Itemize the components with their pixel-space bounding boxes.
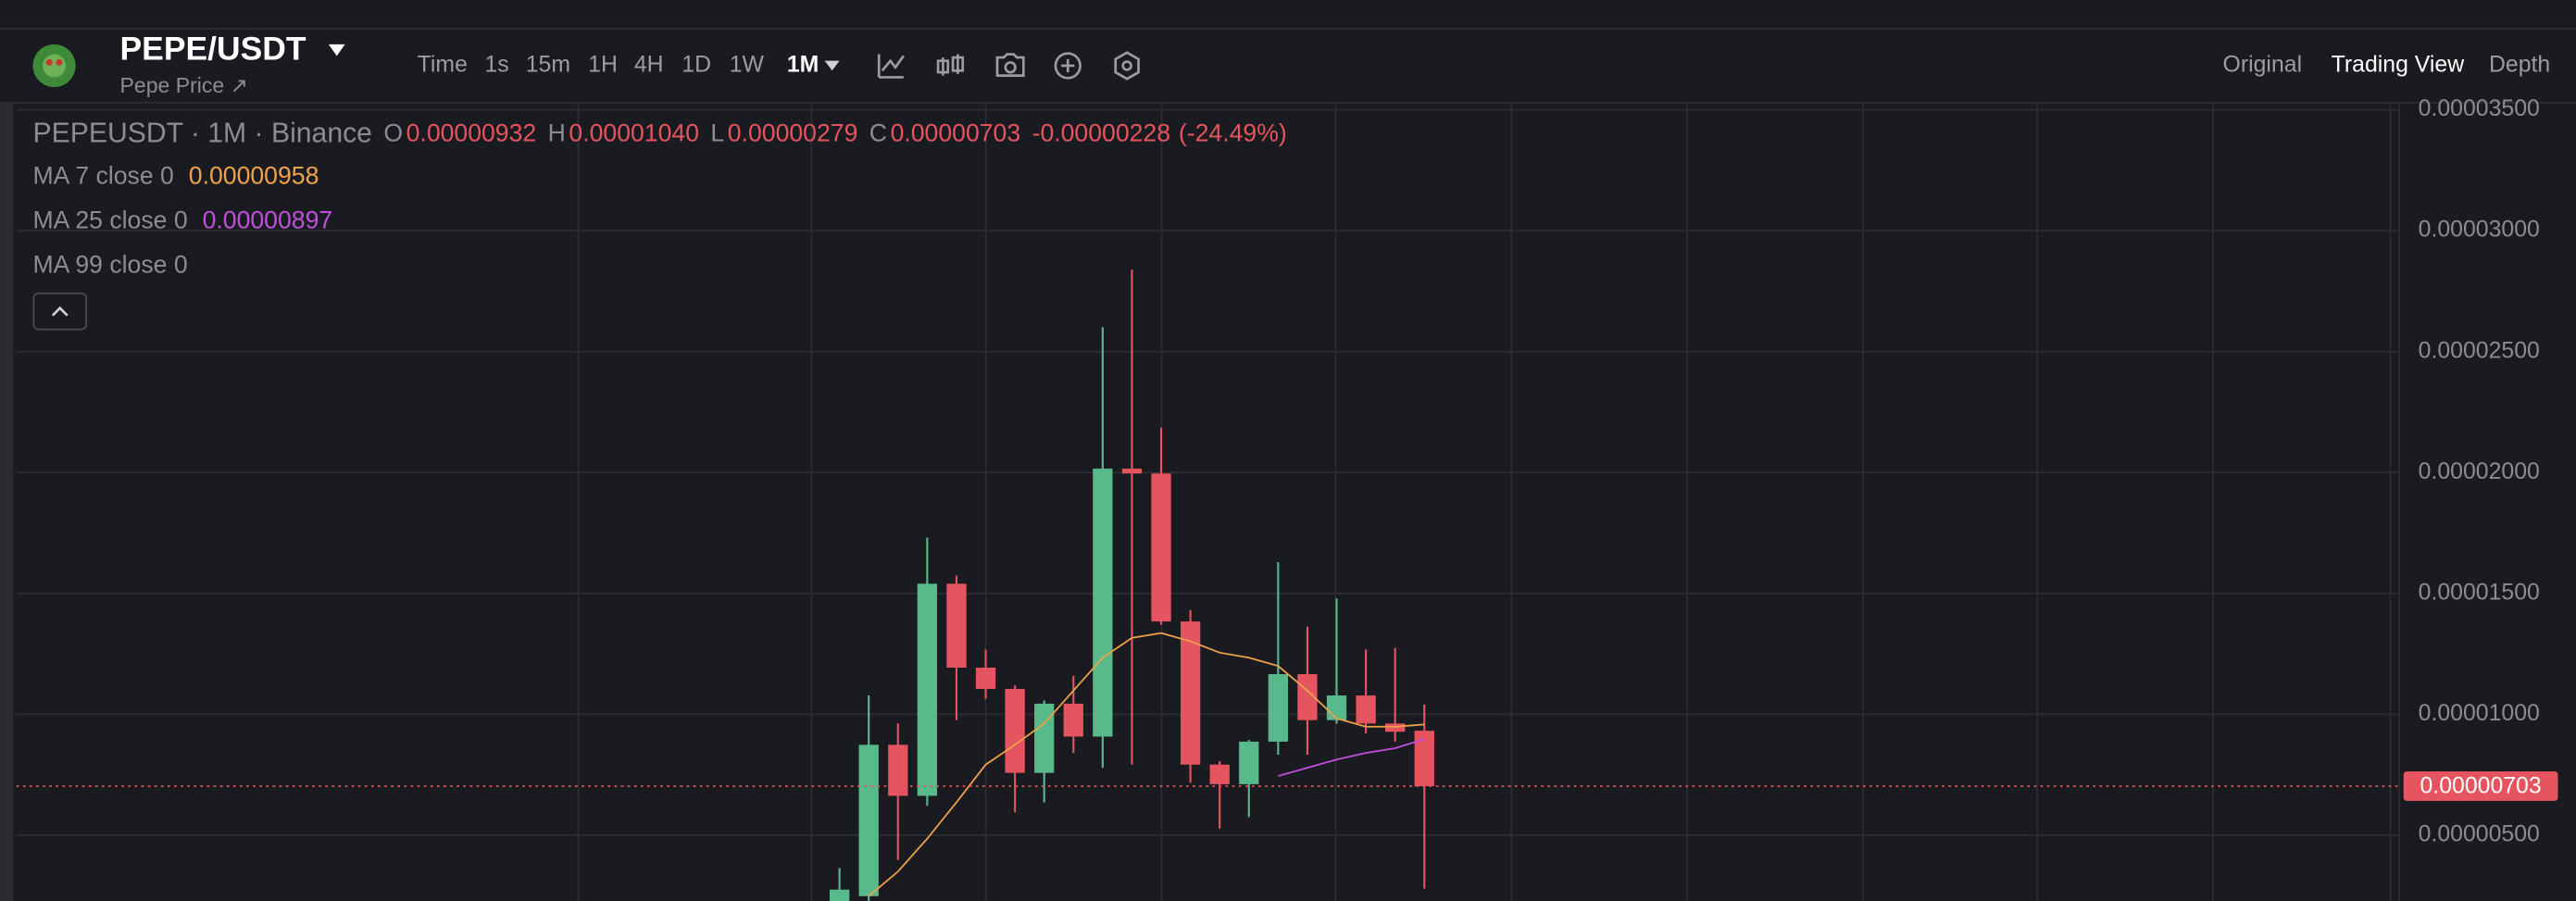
pair-dropdown[interactable] <box>328 44 345 56</box>
ma-legend: MA 99 close 0 <box>32 250 187 278</box>
left-edge <box>0 103 14 901</box>
change: -0.00000228 <box>1032 119 1170 147</box>
candle-body <box>1005 688 1025 773</box>
candle-body <box>946 583 967 669</box>
interval-button[interactable]: 1M <box>787 53 819 78</box>
logo-eye <box>45 58 53 66</box>
ma-line <box>1278 738 1425 777</box>
settings-icon[interactable] <box>1114 51 1140 81</box>
screenshot-icon[interactable] <box>995 53 1025 77</box>
candle-body <box>1326 695 1347 720</box>
symbol: PEPEUSDT · 1M · Binance <box>32 118 371 148</box>
candle-body <box>1093 469 1113 737</box>
ma-legend: MA 7 close 0 0.00000958 <box>32 162 319 190</box>
candle-body <box>1180 621 1201 765</box>
pair-title[interactable]: PEPE/USDT <box>120 30 306 67</box>
candle-body <box>1385 723 1406 732</box>
y-tick-label: 0.00003000 <box>2419 218 2540 243</box>
logo-face <box>43 54 66 78</box>
candle-body <box>1121 469 1143 474</box>
candle-body <box>1063 703 1083 737</box>
ohlc-key: H <box>548 119 566 147</box>
ohlc-value: 0.00001040 <box>569 119 699 147</box>
ohlc-key: L <box>710 119 724 147</box>
ma-legend: MA 25 close 0 0.00000897 <box>32 206 332 234</box>
candle-body <box>1151 473 1171 622</box>
ma-value: 0.00000958 <box>189 162 319 190</box>
logo[interactable] <box>32 44 76 88</box>
view-tab[interactable]: Original <box>2223 53 2303 78</box>
interval-dropdown[interactable] <box>824 60 840 71</box>
interval-button[interactable]: 1s <box>484 53 508 78</box>
candle-body <box>917 583 938 796</box>
ma-value: 0.00000897 <box>203 206 333 234</box>
settings-dot <box>1121 60 1132 71</box>
ma-name: MA 7 close 0 <box>32 162 173 190</box>
y-tick-label: 0.00001000 <box>2419 701 2540 726</box>
interval-button[interactable]: 1W <box>730 53 765 78</box>
ma-name: MA 25 close 0 <box>32 206 187 234</box>
last-price-label: 0.00000703 <box>2420 773 2542 798</box>
collapse-button[interactable] <box>32 292 88 331</box>
candle-body <box>1414 731 1434 786</box>
ohlc-key: O <box>383 119 403 147</box>
last-price-tag <box>2403 770 2558 801</box>
ma-line <box>868 632 1425 897</box>
tool-icons <box>877 51 1140 81</box>
candle-body <box>829 889 850 901</box>
candle-type-icon[interactable] <box>936 54 965 76</box>
plot-area <box>829 269 1434 901</box>
candle-body <box>1268 674 1288 742</box>
interval-button[interactable]: Time <box>418 53 468 78</box>
interval-button[interactable]: 1D <box>682 53 711 78</box>
candle-body <box>1239 741 1259 784</box>
change-pct: (-24.49%) <box>1179 119 1287 147</box>
indicator-icon[interactable] <box>877 54 905 79</box>
interval-button[interactable]: 4H <box>634 53 664 78</box>
y-tick-label: 0.00000500 <box>2419 822 2540 847</box>
ma-name: MA 99 close 0 <box>32 250 187 278</box>
screenshot-lens <box>1004 61 1017 74</box>
candle-body <box>858 745 879 896</box>
logo-eye <box>56 58 63 66</box>
candle-body <box>888 745 908 796</box>
view-tab[interactable]: Trading View <box>2332 53 2465 78</box>
candle-body <box>1034 703 1055 773</box>
view-tab[interactable]: Depth <box>2489 53 2550 78</box>
ohlc-value: 0.00000279 <box>728 119 858 147</box>
chart-legend: PEPEUSDT · 1M · Binance O 0.00000932 H 0.000… <box>32 118 1286 148</box>
y-tick-label: 0.00001500 <box>2419 580 2540 605</box>
ohlc-value: 0.00000932 <box>406 119 537 147</box>
grid <box>16 103 2399 901</box>
candle-body <box>1356 695 1376 724</box>
y-tick-label: 0.00003500 <box>2419 96 2540 121</box>
collapse-caret <box>51 306 69 317</box>
ohlc-key: C <box>869 119 887 147</box>
ohlc-value: 0.00000703 <box>891 119 1021 147</box>
candle-body <box>975 668 996 689</box>
candle-body <box>1209 764 1230 784</box>
y-tick-label: 0.00002500 <box>2419 338 2540 363</box>
add-plus <box>1061 58 1075 73</box>
interval-button[interactable]: 1H <box>588 53 618 78</box>
add-icon[interactable] <box>1054 52 1082 80</box>
y-tick-label: 0.00002000 <box>2419 459 2540 484</box>
interval-button[interactable]: 15m <box>526 53 570 78</box>
pair-subtitle[interactable]: Pepe Price ↗ <box>120 73 248 97</box>
